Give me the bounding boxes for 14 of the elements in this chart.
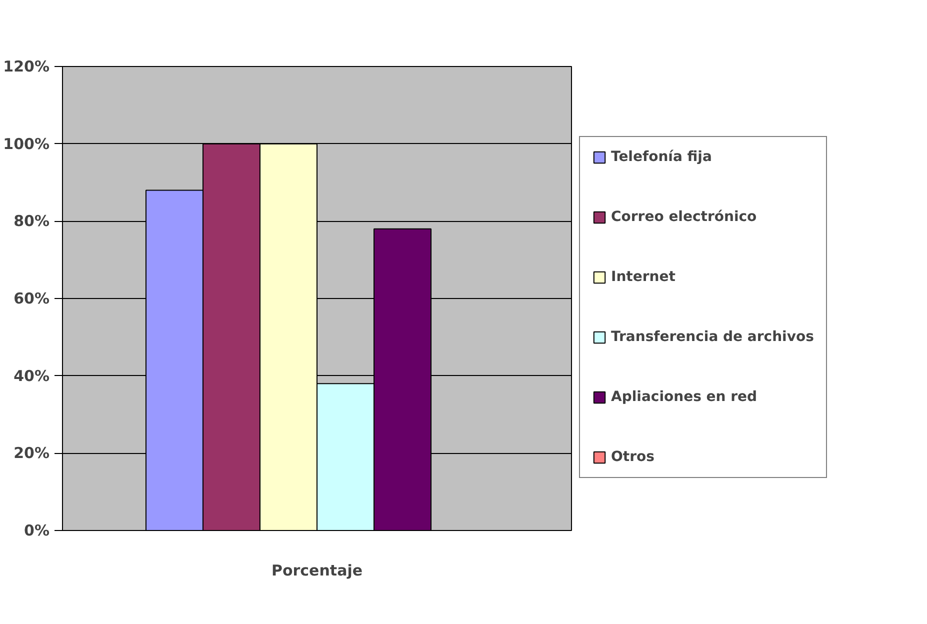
y-tick-label: 100%	[3, 134, 50, 153]
legend-label: Transferencia de archivos	[611, 329, 814, 345]
y-tick-label: 20%	[14, 444, 50, 462]
y-tick-label: 80%	[14, 212, 50, 230]
y-tick-label: 0%	[24, 522, 50, 540]
y-tick-label: 60%	[14, 290, 50, 308]
y-tick-label: 40%	[14, 366, 50, 385]
legend-label: Apliaciones en red	[611, 389, 758, 405]
x-tick-label: Porcentaje	[271, 562, 363, 580]
legend-label: Telefonía fija	[611, 149, 712, 165]
legend-label: Correo electrónico	[611, 209, 757, 225]
legend-label: Otros	[611, 449, 654, 465]
y-tick-label: 120%	[3, 58, 50, 76]
legend-label: Internet	[611, 269, 676, 285]
